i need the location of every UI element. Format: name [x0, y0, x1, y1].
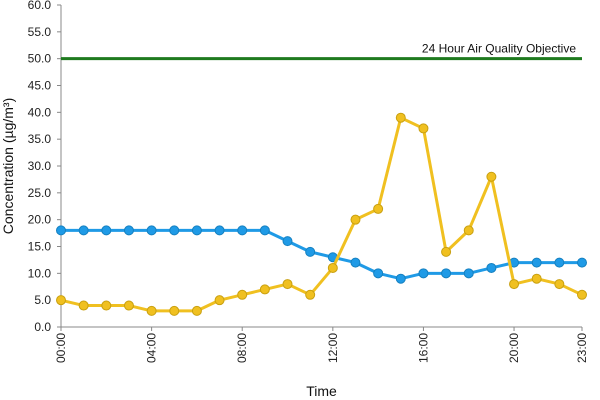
data-point: [463, 268, 474, 279]
data-point: [350, 214, 361, 225]
y-axis: 0.0 5.0 10.0 15.0 20.0 25.0 30.0 35.0 40.0 45.0 50…: [28, 0, 62, 334]
data-point: [214, 295, 225, 306]
y-tick-label: 60.0: [28, 0, 52, 12]
data-point: [531, 273, 542, 284]
y-tick-label: 15.0: [28, 240, 52, 254]
data-point: [486, 262, 497, 273]
y-tick-label: 45.0: [28, 79, 52, 93]
y-tick-label: 20.0: [28, 213, 52, 227]
air-quality-objective-label: 24 Hour Air Quality Objective: [422, 42, 576, 56]
y-tick-label: 30.0: [28, 159, 52, 173]
data-point: [305, 289, 316, 300]
x-tick-label: 20:00: [507, 333, 521, 363]
x-tick-label: 23:00: [575, 333, 589, 363]
data-point: [56, 225, 66, 236]
data-point: [169, 225, 180, 236]
series-1: [56, 225, 587, 284]
data-point: [577, 289, 587, 300]
data-point: [169, 305, 180, 316]
y-tick-label: 25.0: [28, 186, 52, 200]
data-point: [395, 112, 406, 123]
data-point: [146, 305, 157, 316]
y-tick-label: 0.0: [34, 320, 51, 334]
data-point: [259, 284, 270, 295]
x-tick-label: 04:00: [145, 333, 159, 363]
data-point: [554, 257, 565, 268]
data-point: [237, 225, 248, 236]
y-tick-label: 40.0: [28, 105, 52, 119]
data-point: [214, 225, 225, 236]
data-point: [441, 246, 452, 257]
data-point: [350, 257, 361, 268]
x-tick-labels: 00:00 04:00 08:00 12:00 16:00 20:00 23:00: [54, 327, 589, 363]
data-point: [259, 225, 270, 236]
data-point: [282, 236, 293, 247]
data-point: [305, 246, 316, 257]
data-point: [531, 257, 542, 268]
y-tick-label: 35.0: [28, 132, 52, 146]
data-point: [395, 273, 406, 284]
y-tick-label: 55.0: [28, 25, 52, 39]
data-point: [327, 262, 338, 273]
y-tick-label: 10.0: [28, 266, 52, 280]
x-tick-label: 12:00: [326, 333, 340, 363]
data-point: [441, 268, 452, 279]
data-point: [373, 268, 384, 279]
x-tick-label: 08:00: [235, 333, 249, 363]
x-axis: 00:00 04:00 08:00 12:00 16:00 20:00 23:00: [54, 326, 589, 363]
data-point: [101, 300, 112, 311]
data-point: [509, 279, 520, 290]
data-point: [101, 225, 112, 236]
data-point: [418, 123, 429, 134]
x-tick-label: 00:00: [54, 333, 68, 363]
data-point: [146, 225, 157, 236]
reference-line-group: 24 Hour Air Quality Objective: [61, 42, 582, 61]
series-group: [56, 112, 587, 316]
data-point: [237, 289, 248, 300]
y-tick-label: 50.0: [28, 52, 52, 66]
y-axis-title: Concentration (µg/m³): [0, 98, 16, 234]
y-tick-label: 5.0: [34, 293, 51, 307]
data-point: [78, 225, 89, 236]
data-point: [123, 225, 134, 236]
data-point: [463, 225, 474, 236]
x-axis-title: Time: [306, 383, 337, 399]
data-point: [56, 295, 66, 306]
data-point: [418, 268, 429, 279]
data-point: [282, 279, 293, 290]
data-point: [577, 257, 587, 268]
x-tick-label: 16:00: [416, 333, 430, 363]
data-point: [191, 305, 202, 316]
y-tick-labels: 0.0 5.0 10.0 15.0 20.0 25.0 30.0 35.0 40.0 45.0 50…: [28, 0, 61, 334]
series-2: [56, 112, 587, 316]
data-point: [373, 203, 384, 214]
data-point: [554, 279, 565, 290]
data-point: [123, 300, 134, 311]
data-point: [78, 300, 89, 311]
data-point: [486, 171, 497, 182]
series-line: [60, 116, 583, 313]
data-point: [191, 225, 202, 236]
